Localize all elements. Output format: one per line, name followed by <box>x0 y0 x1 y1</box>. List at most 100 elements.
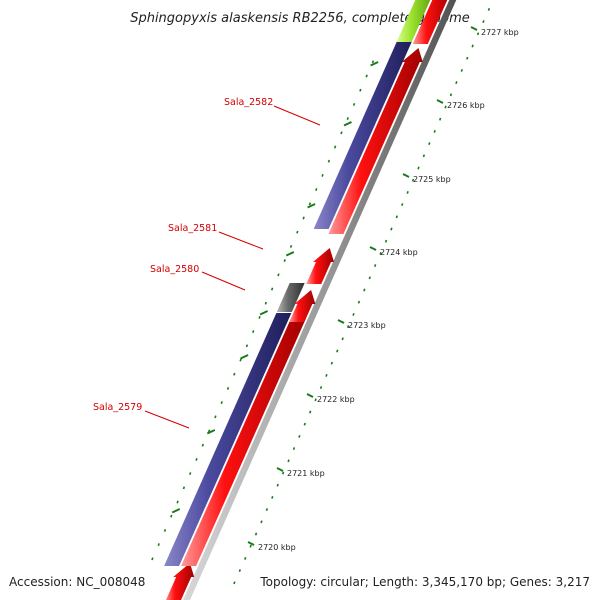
gene-label-leader <box>201 271 246 291</box>
strand-guide-dot <box>371 60 375 64</box>
scale-ruler-dot <box>384 239 388 243</box>
scale-tick <box>470 26 478 31</box>
strand-guide-dot <box>220 401 223 405</box>
strand-guide-dot <box>195 457 198 461</box>
scale-ruler-dot <box>455 81 458 85</box>
gene-label[interactable]: Sala_2581 <box>168 223 217 234</box>
strand-guide-tick <box>285 251 295 257</box>
strand-guide-dot <box>352 102 356 106</box>
strand-guide-dot <box>315 188 318 192</box>
scale-ruler-dot <box>438 117 442 121</box>
scale-ruler-dot <box>303 422 306 426</box>
strand-guide-dot <box>233 372 236 376</box>
scale-ruler-dot <box>411 178 415 182</box>
gene-label[interactable]: Sala_2579 <box>93 402 142 413</box>
scale-ruler-dot <box>265 508 269 512</box>
scale-ruler-dot <box>363 288 366 292</box>
scale-tick-label: 2722 kbp <box>317 395 355 404</box>
scale-ruler-dot <box>449 93 453 97</box>
scale-ruler-dot <box>352 312 355 316</box>
scale-ruler-dot <box>482 20 485 24</box>
scale-tick <box>402 173 410 178</box>
scale-ruler-dot <box>374 264 377 268</box>
scale-tick <box>369 246 377 251</box>
genome-backbone-line <box>183 0 457 600</box>
scale-ruler-dot <box>357 300 361 304</box>
scale-ruler-dot <box>260 520 263 524</box>
strand-guide-dot <box>157 543 160 547</box>
strand-guide-dot <box>289 244 293 248</box>
strand-guide-dot <box>340 131 343 135</box>
scale-ruler-dot <box>476 32 480 36</box>
gene-label[interactable]: Sala_2582 <box>224 97 273 108</box>
scale-tick-label: 2726 kbp <box>447 101 485 110</box>
feature-tracks <box>164 0 457 600</box>
scale-tick-label: 2723 kbp <box>348 321 386 330</box>
strand-guide-dot <box>214 415 217 419</box>
strand-guide-tick <box>343 121 352 127</box>
scale-ruler-dot <box>379 251 382 255</box>
gene-label-leader <box>273 105 321 126</box>
scale-ruler-dot <box>368 276 371 280</box>
scale-ruler-dot <box>346 325 350 329</box>
scale-tick <box>306 393 314 398</box>
scale-ruler-dot <box>314 398 317 402</box>
strand-guide-dot <box>189 472 192 476</box>
strand-guide-dot <box>327 159 331 163</box>
scale-ruler-dot <box>249 544 252 548</box>
gene-arrow-other <box>276 283 305 312</box>
scale-tick <box>276 467 284 472</box>
scale-tick-label: 2727 kbp <box>481 28 519 37</box>
genome-stats-text: Topology: circular; Length: 3,345,170 bp… <box>260 575 590 589</box>
strand-guide-tick <box>171 508 181 514</box>
gene-label-leader <box>144 410 190 429</box>
strand-guide-dot <box>333 145 337 149</box>
strand-guide-dot <box>270 287 274 291</box>
strand-guide-dot <box>296 230 299 234</box>
gene-arrow-forward <box>328 48 423 234</box>
scale-tick <box>247 541 255 546</box>
accession-text: Accession: NC_008048 <box>9 575 146 589</box>
scale-ruler-dot <box>444 105 447 109</box>
scale-ruler-dot <box>460 68 463 72</box>
scale-ruler-dot <box>341 337 344 341</box>
scale-ruler-dot <box>336 349 339 353</box>
gene-arrow-highlight <box>396 0 431 42</box>
scale-ruler-dot <box>401 203 404 207</box>
gene-labels: Sala_2582 Sala_2581 Sala_2580 Sala_2579 <box>93 97 321 429</box>
scale-ruler-dot <box>395 215 398 219</box>
strand-guide-dot <box>365 74 368 78</box>
gene-label-leader <box>218 231 264 250</box>
gene-arrow-reverse <box>313 41 413 229</box>
scale-ruler-dot <box>287 459 290 463</box>
strand-guide-dot <box>226 386 230 390</box>
scale-tick-label: 2724 kbp <box>380 248 418 257</box>
strand-guide-tick <box>307 203 316 209</box>
scale-ruler-dot <box>422 154 426 158</box>
strand-guide-dot <box>163 528 167 532</box>
genome-title: Sphingopyxis alaskensis RB2256, complete… <box>130 11 470 26</box>
scale-ruler-dot <box>466 56 469 60</box>
scale-ruler-dot <box>281 471 285 475</box>
strand-guide-dot <box>245 344 249 348</box>
gene-arrow-reverse <box>164 313 292 566</box>
strand-guide-tick <box>206 429 216 435</box>
scale-ruler-dot <box>428 142 431 146</box>
strand-guide-dot <box>346 117 349 121</box>
strand-guide-dot <box>176 500 179 504</box>
scale-ruler-dot <box>298 434 301 438</box>
strand-guide-dot <box>359 88 362 92</box>
scale-ruler-dot <box>417 166 420 170</box>
scale-ruler: 2727 kbp 2726 kbp 2725 kbp 2724 kbp 2723 kbp… <box>151 7 519 585</box>
strand-guide-dot <box>239 358 242 362</box>
scale-tick-label: 2725 kbp <box>413 175 451 184</box>
scale-ruler-dot <box>276 483 279 487</box>
gene-label[interactable]: Sala_2580 <box>150 264 199 275</box>
strand-guide-dot <box>277 273 280 277</box>
scale-ruler-dot <box>406 190 409 194</box>
scale-ruler-dot <box>233 581 236 585</box>
strand-guide-dot <box>252 330 255 334</box>
strand-guide-dot <box>283 259 286 263</box>
gene-arrow-forward <box>181 318 307 566</box>
